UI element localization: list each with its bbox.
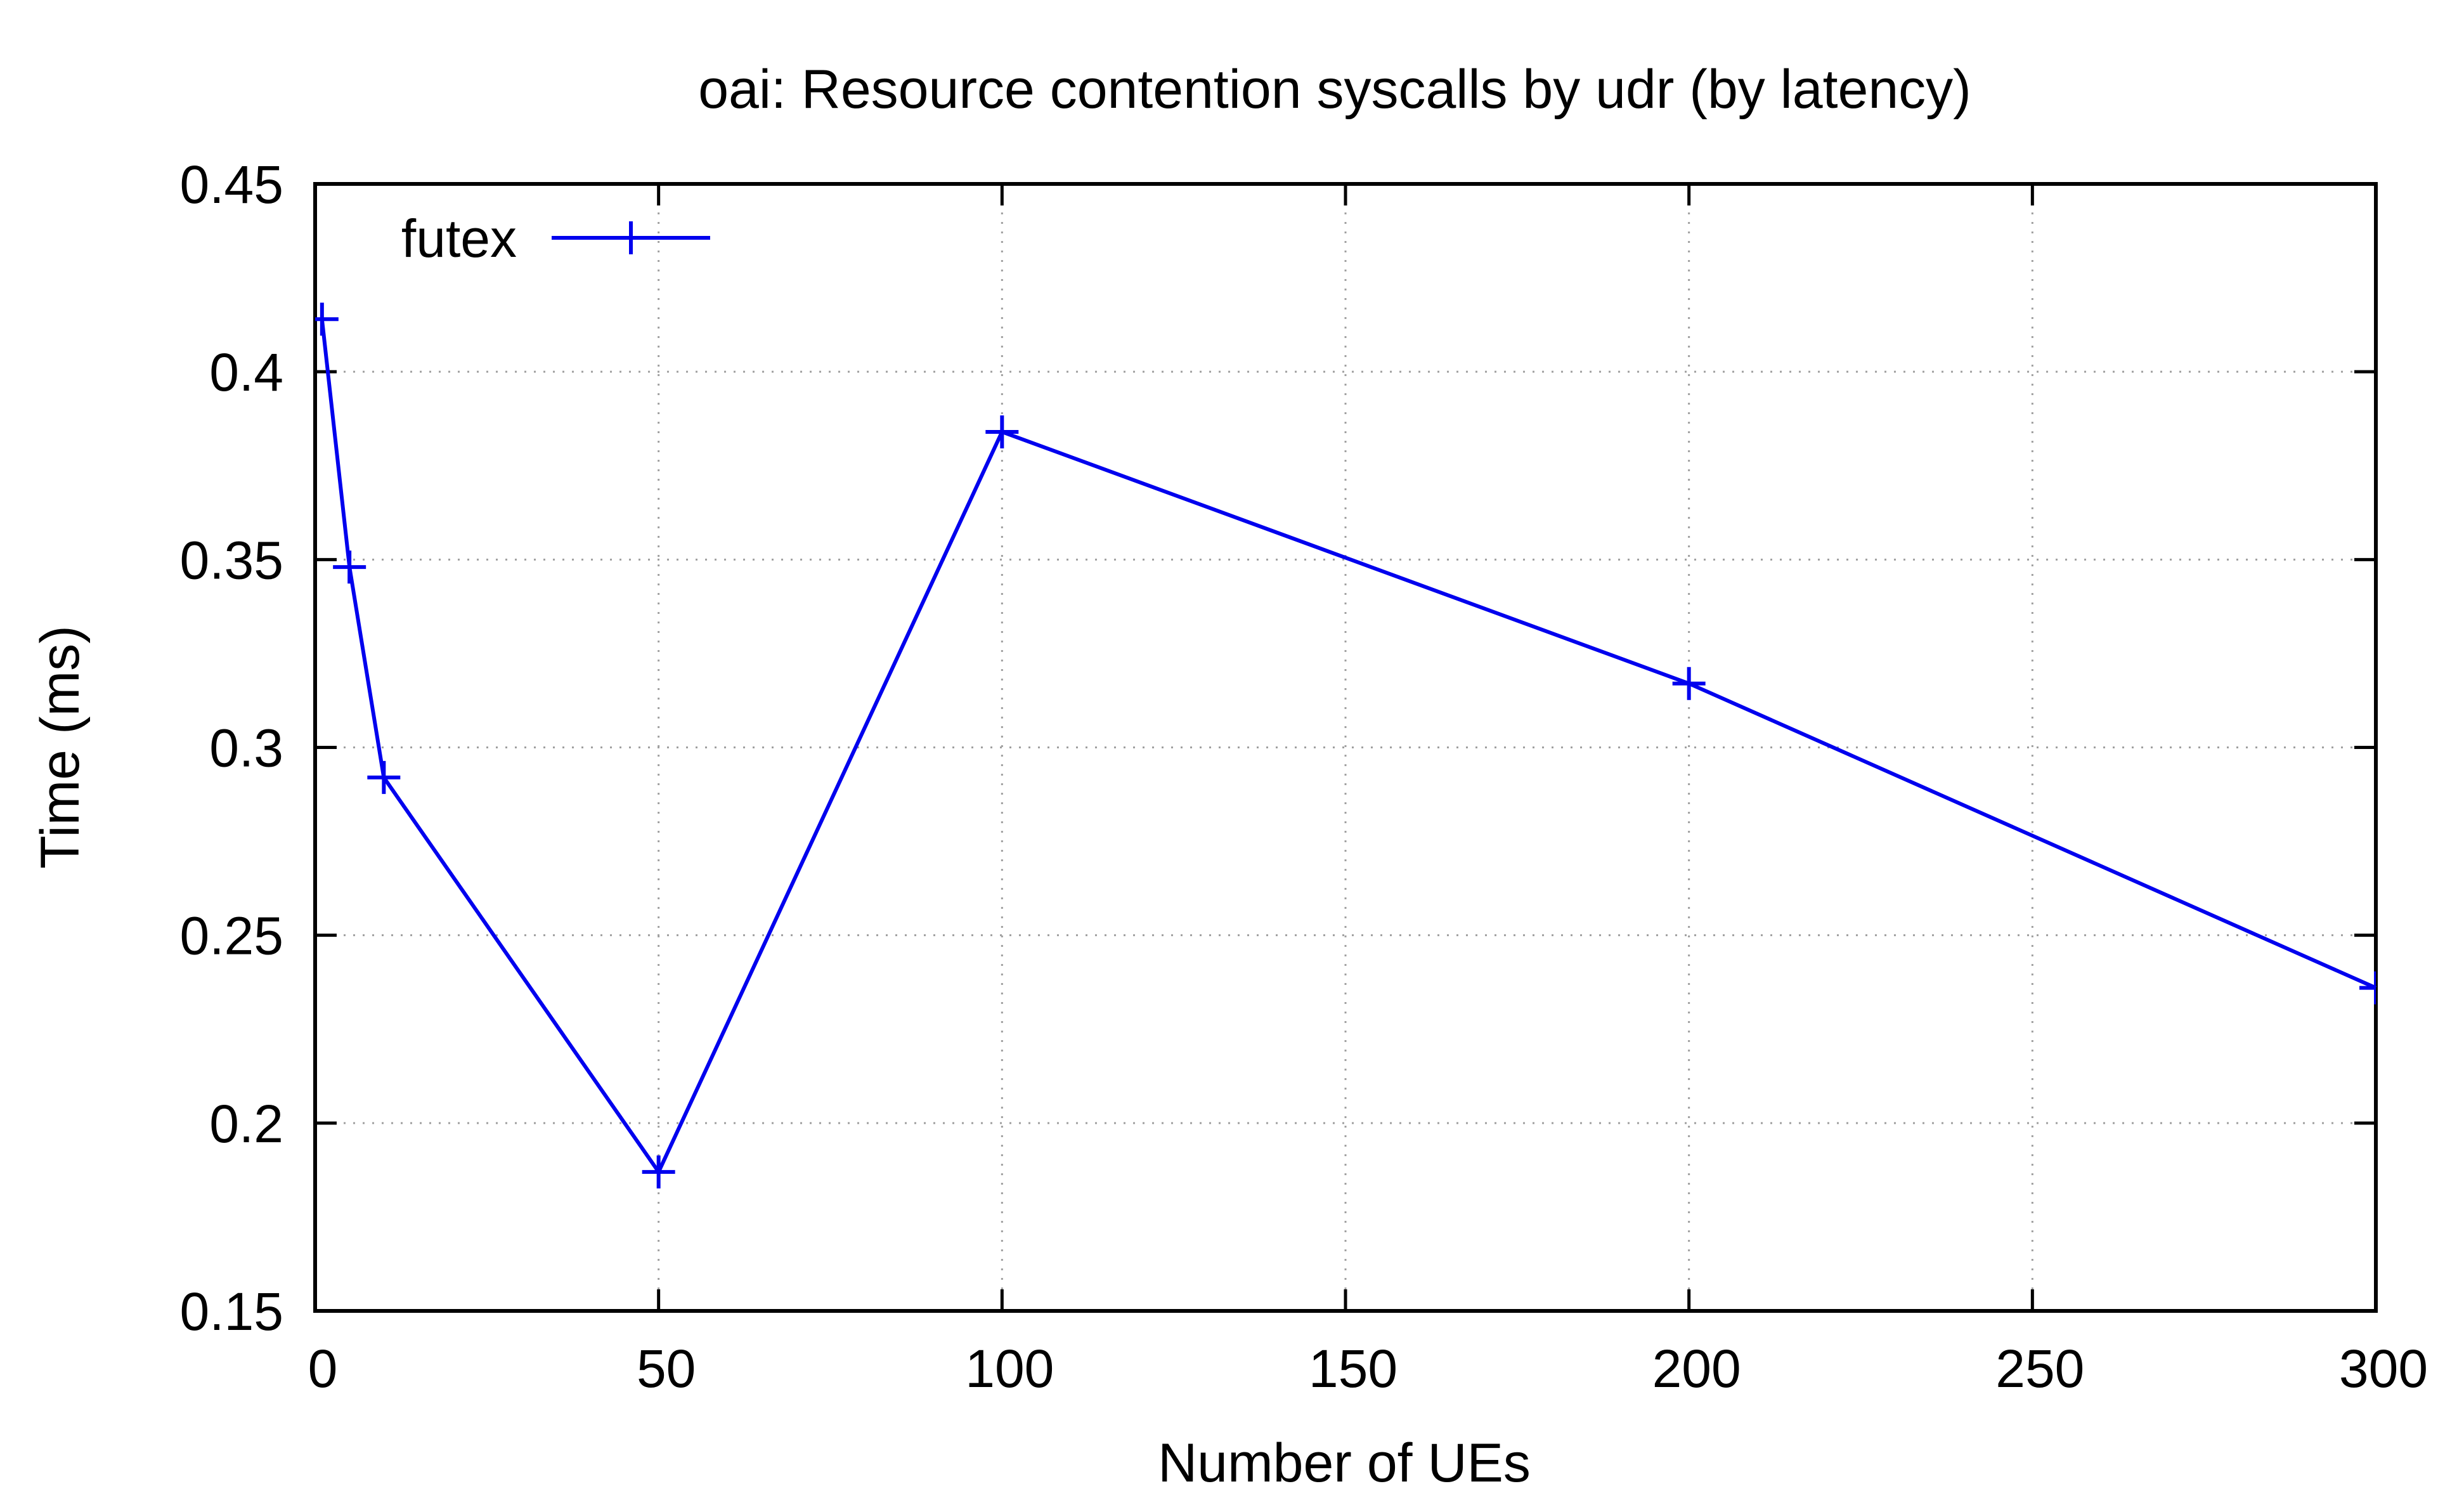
y-axis-title: Time (ms) — [30, 625, 91, 869]
data-point — [367, 760, 401, 794]
data-point — [2359, 971, 2376, 1005]
x-tick-label: 100 — [965, 1339, 1054, 1398]
chart-title: oai: Resource contention syscalls by udr… — [698, 59, 1971, 120]
data-point — [985, 415, 1019, 448]
legend-marker-futex — [614, 221, 647, 254]
x-tick-label: 250 — [1995, 1339, 2084, 1398]
x-tick-label: 300 — [2339, 1339, 2428, 1398]
grid — [315, 184, 2376, 1311]
legend: futex — [401, 209, 710, 268]
series-0 — [315, 303, 2377, 1189]
data-point — [1672, 667, 1706, 700]
y-tick-label: 0.25 — [180, 906, 284, 966]
data-point — [315, 303, 339, 336]
x-axis-title: Number of UEs — [1158, 1433, 1531, 1494]
x-tick-label: 200 — [1652, 1339, 1741, 1398]
y-tick-label: 0.15 — [180, 1282, 284, 1341]
y-tick-label: 0.45 — [180, 155, 284, 214]
x-tick-label: 150 — [1309, 1339, 1397, 1398]
plot-frame — [313, 182, 2378, 1313]
y-tick-label: 0.35 — [180, 530, 284, 590]
data-point — [642, 1155, 675, 1189]
y-tick-label: 0.2 — [209, 1094, 283, 1154]
y-tick-label: 0.3 — [209, 719, 283, 778]
tick-labels: 0 50 100 150 200 250 300 0.15 0.2 0.25 0.3 0.35 0.4 0… — [180, 155, 2428, 1398]
y-tick-label: 0.4 — [209, 342, 283, 402]
legend-label-futex: futex — [401, 209, 517, 268]
data-point — [333, 550, 366, 584]
x-tick-label: 50 — [637, 1339, 696, 1398]
x-tick-label: 0 — [308, 1339, 338, 1398]
series — [315, 303, 2377, 1189]
